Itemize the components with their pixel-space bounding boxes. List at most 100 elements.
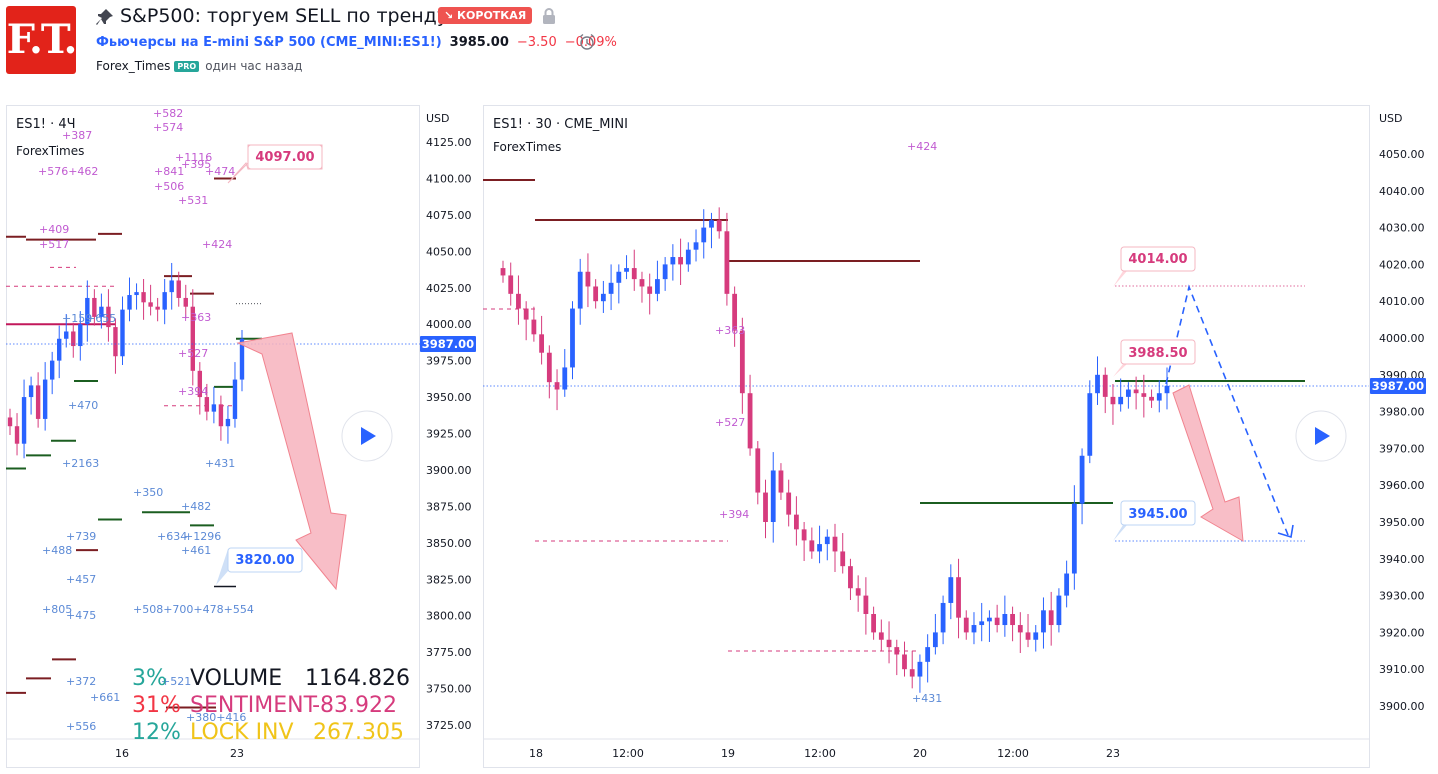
symbol-change: −3.50: [516, 35, 557, 50]
chart-left-4h[interactable]: 4125.00 4100.00 4075.00 4050.00 4025.00 4000.…: [6, 105, 476, 768]
candle-body: [1033, 632, 1039, 640]
y-tick-label: 3975.00: [426, 355, 472, 368]
alarm-clock-icon[interactable]: [578, 33, 596, 51]
y-tick-label: 3850.00: [426, 537, 472, 550]
play-icon: [361, 427, 376, 445]
candle-body: [1149, 396, 1154, 401]
stat-sentiment-label: SENTIMENT: [190, 693, 318, 718]
annotation-blue: +475: [66, 609, 96, 622]
last-price-right: 3987.00: [1372, 379, 1424, 393]
candle-body: [57, 338, 62, 361]
candle-body: [1133, 389, 1139, 394]
target-label-4014: 4014.00: [1113, 246, 1196, 287]
candle-body: [600, 293, 606, 302]
target-text-4014: 4014.00: [1128, 252, 1187, 267]
candle-body: [148, 302, 153, 307]
currency-right: USD: [1379, 112, 1403, 125]
annotation-pink: +395: [181, 158, 211, 171]
x-tick-label: 18: [529, 747, 543, 760]
candle-body: [232, 379, 238, 419]
candle-body: [225, 418, 231, 427]
candle-body: [608, 282, 614, 294]
y-tick-label: 3875.00: [426, 500, 472, 513]
y-tick-label: 3925.00: [426, 428, 472, 441]
x-tick-label: 23: [1106, 747, 1120, 760]
candle-body: [197, 370, 203, 398]
projection-path: [1165, 284, 1289, 536]
candle-body: [1118, 396, 1124, 405]
candle-body: [1102, 374, 1108, 397]
stat-lockinv-value: 267.305: [313, 720, 404, 745]
candle-body: [639, 279, 645, 287]
y-tick-label: 4025.00: [426, 282, 472, 295]
candle-body: [1056, 595, 1062, 626]
chart-right-title: ES1! · 30 · CME_MINI: [493, 117, 628, 132]
play-button-left[interactable]: [341, 410, 393, 462]
symbol-link[interactable]: Фьючерсы на E-mini S&P 500 (CME_MINI:ES1…: [96, 35, 442, 50]
y-tick-label: 4050.00: [426, 245, 472, 258]
y-tick-label: 3920.00: [1379, 626, 1425, 639]
candle-body: [678, 257, 683, 265]
x-axis-left: 16 23: [115, 747, 244, 760]
candle-body: [531, 319, 537, 335]
candle-body: [539, 334, 545, 353]
candle-body: [917, 661, 923, 677]
candle-body: [127, 295, 132, 310]
candle-body: [732, 293, 738, 331]
candle-body: [28, 385, 34, 398]
x-tick-label: 20: [913, 747, 927, 760]
candle-body: [162, 292, 167, 310]
annotation-blue: +508+700+478+554: [133, 603, 254, 616]
candle-body: [7, 417, 13, 427]
stat-volume-value: 1164.826: [305, 666, 410, 691]
annotation-blue: +805: [42, 603, 72, 616]
candle-body: [987, 617, 992, 622]
annotation-blue: +482: [181, 500, 211, 513]
y-tick-label: 3725.00: [426, 719, 472, 732]
last-price-left: 3987.00: [422, 337, 474, 351]
forex-times-logo[interactable]: F.T.: [6, 6, 77, 74]
candle-body: [925, 647, 931, 662]
candle-body: [624, 268, 629, 272]
candle-body: [793, 514, 799, 530]
candle-body: [546, 352, 552, 383]
candle-body: [1156, 393, 1162, 401]
candle-body: [593, 286, 599, 302]
author-name[interactable]: Forex_Times: [96, 59, 171, 73]
chart-right-30m[interactable]: 4050.00 4040.00 4030.00 4020.00 4010.00 4000.…: [483, 105, 1433, 768]
candles-left: [7, 262, 245, 459]
annotation-pink: +506: [154, 180, 184, 193]
candle-body: [554, 382, 560, 390]
candle-body: [616, 271, 622, 283]
x-tick-label: 19: [721, 747, 735, 760]
play-icon: [1315, 427, 1330, 445]
candle-body: [523, 308, 529, 320]
candle-body: [809, 540, 815, 552]
candle-body: [585, 271, 591, 287]
candle-body: [1141, 393, 1147, 397]
candle-body: [878, 632, 884, 640]
annotation-pink: +841: [154, 165, 184, 178]
annotations-left: +582+574 +387 +1116 +576+462 +395+841 +474 +50…: [38, 107, 254, 733]
candle-body: [940, 602, 946, 633]
y-tick-label: 3775.00: [426, 646, 472, 659]
candle-body: [716, 220, 722, 232]
play-button-right[interactable]: [1295, 410, 1347, 462]
candle-body: [817, 544, 822, 552]
y-tick-label: 4010.00: [1379, 295, 1425, 308]
annotation-pink: +387: [62, 129, 92, 142]
annotation-pink: +582: [153, 107, 183, 120]
target-label-3945: 3945.00: [1113, 500, 1196, 541]
y-tick-label: 3800.00: [426, 610, 472, 623]
annotation-blue: +380+416: [186, 711, 246, 724]
annotation-blue: +661: [90, 691, 120, 704]
candle-body: [1110, 396, 1116, 405]
candle-body: [685, 249, 691, 265]
candle-body: [190, 306, 195, 371]
annotation-pink: +527: [178, 347, 208, 360]
candle-body: [863, 595, 869, 614]
target-label-3988: 3988.50: [1113, 339, 1196, 377]
candle-body: [1002, 614, 1008, 626]
stat-volume-pct: 3%: [132, 666, 167, 691]
y-tick-label: 3950.00: [1379, 516, 1425, 529]
